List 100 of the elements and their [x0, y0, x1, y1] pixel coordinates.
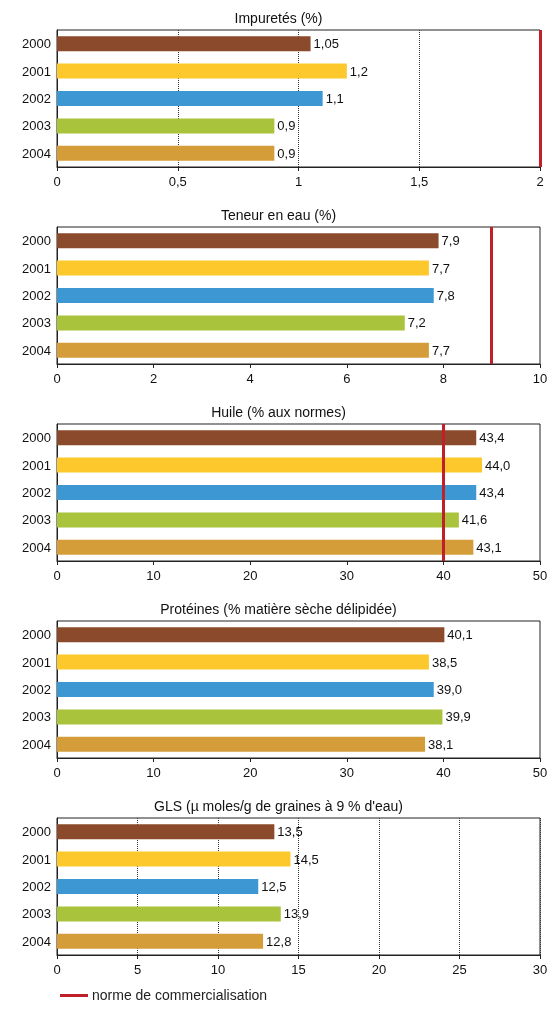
data-label: 7,7	[431, 260, 450, 276]
x-tick-label: 30	[339, 765, 355, 780]
bar	[57, 709, 443, 725]
data-label: 14,5	[293, 851, 319, 867]
data-label: 7,2	[407, 315, 426, 331]
y-tick-label: 2003	[22, 118, 51, 134]
y-tick-label: 2002	[22, 288, 51, 303]
y-tick-label: 2000	[22, 627, 51, 643]
y-tick-label: 2002	[22, 485, 51, 500]
data-label: 12,5	[261, 879, 287, 894]
x-tick-label: 30	[532, 962, 548, 977]
chart-title: GLS (µ moles/g de graines à 9 % d'eau)	[154, 798, 403, 814]
bar	[57, 851, 291, 867]
x-tick-label: 6	[343, 371, 351, 386]
y-tick-label: 2002	[22, 682, 51, 697]
bar	[57, 879, 259, 894]
y-tick-label: 2000	[22, 36, 51, 52]
x-tick-label: 10	[210, 962, 226, 977]
x-tick-label: 10	[532, 371, 548, 386]
bar	[57, 315, 405, 331]
x-tick-label: 30	[339, 568, 355, 583]
x-tick-label: 40	[436, 765, 451, 780]
bar	[57, 260, 429, 276]
x-tick-label: 0	[53, 371, 61, 386]
y-tick-label: 2001	[22, 260, 51, 276]
y-tick-label: 2001	[22, 457, 51, 473]
y-tick-label: 2000	[22, 430, 51, 446]
bar	[57, 654, 429, 670]
bar	[57, 933, 264, 949]
bar	[57, 906, 281, 922]
bar	[57, 91, 323, 106]
data-label: 43,4	[479, 430, 505, 446]
data-label: 40,1	[447, 627, 473, 643]
bar	[57, 145, 275, 161]
data-label: 44,0	[485, 457, 511, 473]
y-tick-label: 2000	[22, 233, 51, 249]
x-tick-label: 0	[53, 962, 61, 977]
data-label: 38,1	[428, 736, 454, 752]
bar	[57, 63, 347, 79]
text: norme de commercialisation	[92, 987, 268, 1003]
x-tick-label: 0	[53, 765, 61, 780]
data-label: 7,8	[436, 288, 455, 303]
y-tick-label: 2004	[22, 342, 51, 358]
x-tick-label: 50	[532, 568, 548, 583]
bar	[57, 824, 275, 840]
chart-title: Impuretés (%)	[234, 10, 323, 26]
x-tick-label: 20	[371, 962, 387, 977]
data-label: 39,9	[445, 709, 471, 725]
data-label: 13,9	[283, 906, 310, 922]
data-label: 7,7	[431, 342, 450, 358]
x-tick-label: 10	[146, 765, 161, 780]
x-tick-label: 4	[246, 371, 254, 386]
x-tick-label: 25	[452, 962, 467, 977]
y-tick-label: 2001	[22, 63, 51, 79]
y-tick-label: 2001	[22, 654, 51, 670]
y-tick-label: 2002	[22, 91, 51, 106]
data-label: 1,1	[325, 91, 344, 106]
data-label: 1,05	[313, 36, 339, 52]
data-label: 43,4	[479, 485, 505, 500]
data-label: 0,9	[277, 118, 296, 134]
data-label: 13,5	[277, 824, 303, 840]
data-label: 7,9	[441, 233, 460, 249]
y-tick-label: 2003	[22, 906, 51, 922]
bar	[57, 342, 429, 358]
data-label: 1,2	[349, 63, 368, 79]
x-tick-label: 1,5	[410, 174, 429, 189]
x-tick-label: 0,5	[168, 174, 187, 189]
y-tick-label: 2004	[22, 145, 51, 161]
bar	[57, 682, 434, 697]
x-tick-label: 0	[53, 174, 61, 189]
y-tick-label: 2003	[22, 709, 51, 725]
y-tick-label: 2003	[22, 512, 51, 528]
bar	[57, 118, 275, 134]
y-tick-label: 2004	[22, 539, 51, 555]
bar	[57, 288, 434, 303]
x-tick-label: 5	[133, 962, 142, 977]
x-tick-label: 1	[294, 174, 303, 189]
x-tick-label: 20	[242, 568, 258, 583]
x-tick-label: 8	[439, 371, 448, 386]
x-tick-label: 50	[532, 765, 548, 780]
data-label: 39,0	[436, 682, 463, 697]
x-tick-label: 2	[536, 174, 544, 189]
data-label: 43,1	[476, 539, 502, 555]
data-label: 0,9	[277, 145, 296, 161]
chart-title: Teneur en eau (%)	[220, 207, 337, 223]
x-tick-label: 0	[53, 568, 61, 583]
chart-title: Huile (% aux normes)	[211, 404, 346, 420]
x-tick-label: 15	[291, 962, 306, 977]
x-tick-label: 40	[436, 568, 451, 583]
y-tick-label: 2004	[22, 736, 51, 752]
data-label: 38,5	[431, 654, 458, 670]
y-tick-label: 2000	[22, 824, 51, 840]
bar	[57, 627, 445, 643]
data-label: 12,8	[266, 933, 292, 949]
y-tick-label: 2004	[22, 933, 51, 949]
x-tick-label: 10	[146, 568, 161, 583]
bar	[57, 233, 439, 249]
data-label: 41,6	[461, 512, 488, 528]
y-tick-label: 2003	[22, 315, 51, 331]
x-tick-label: 2	[149, 371, 158, 386]
